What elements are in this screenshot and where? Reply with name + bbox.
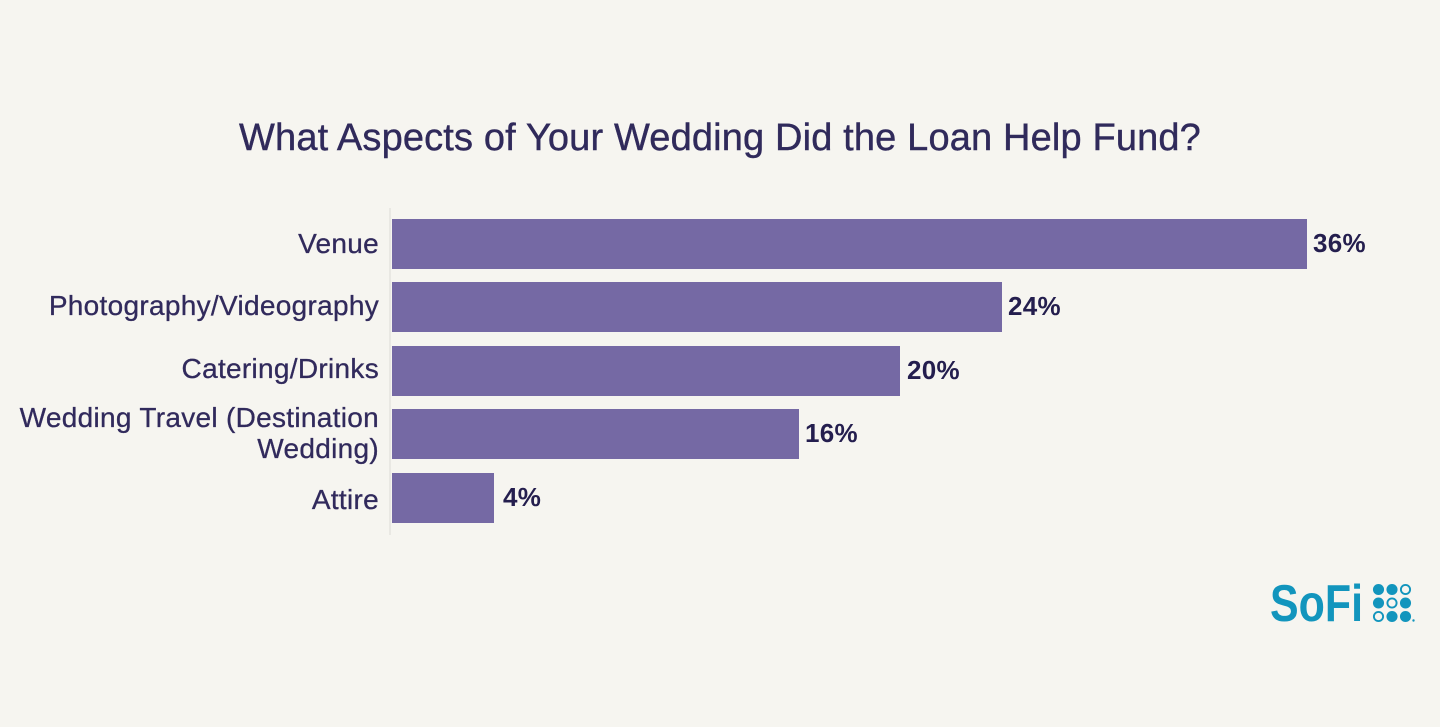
- svg-text:SoFi: SoFi: [1270, 575, 1363, 630]
